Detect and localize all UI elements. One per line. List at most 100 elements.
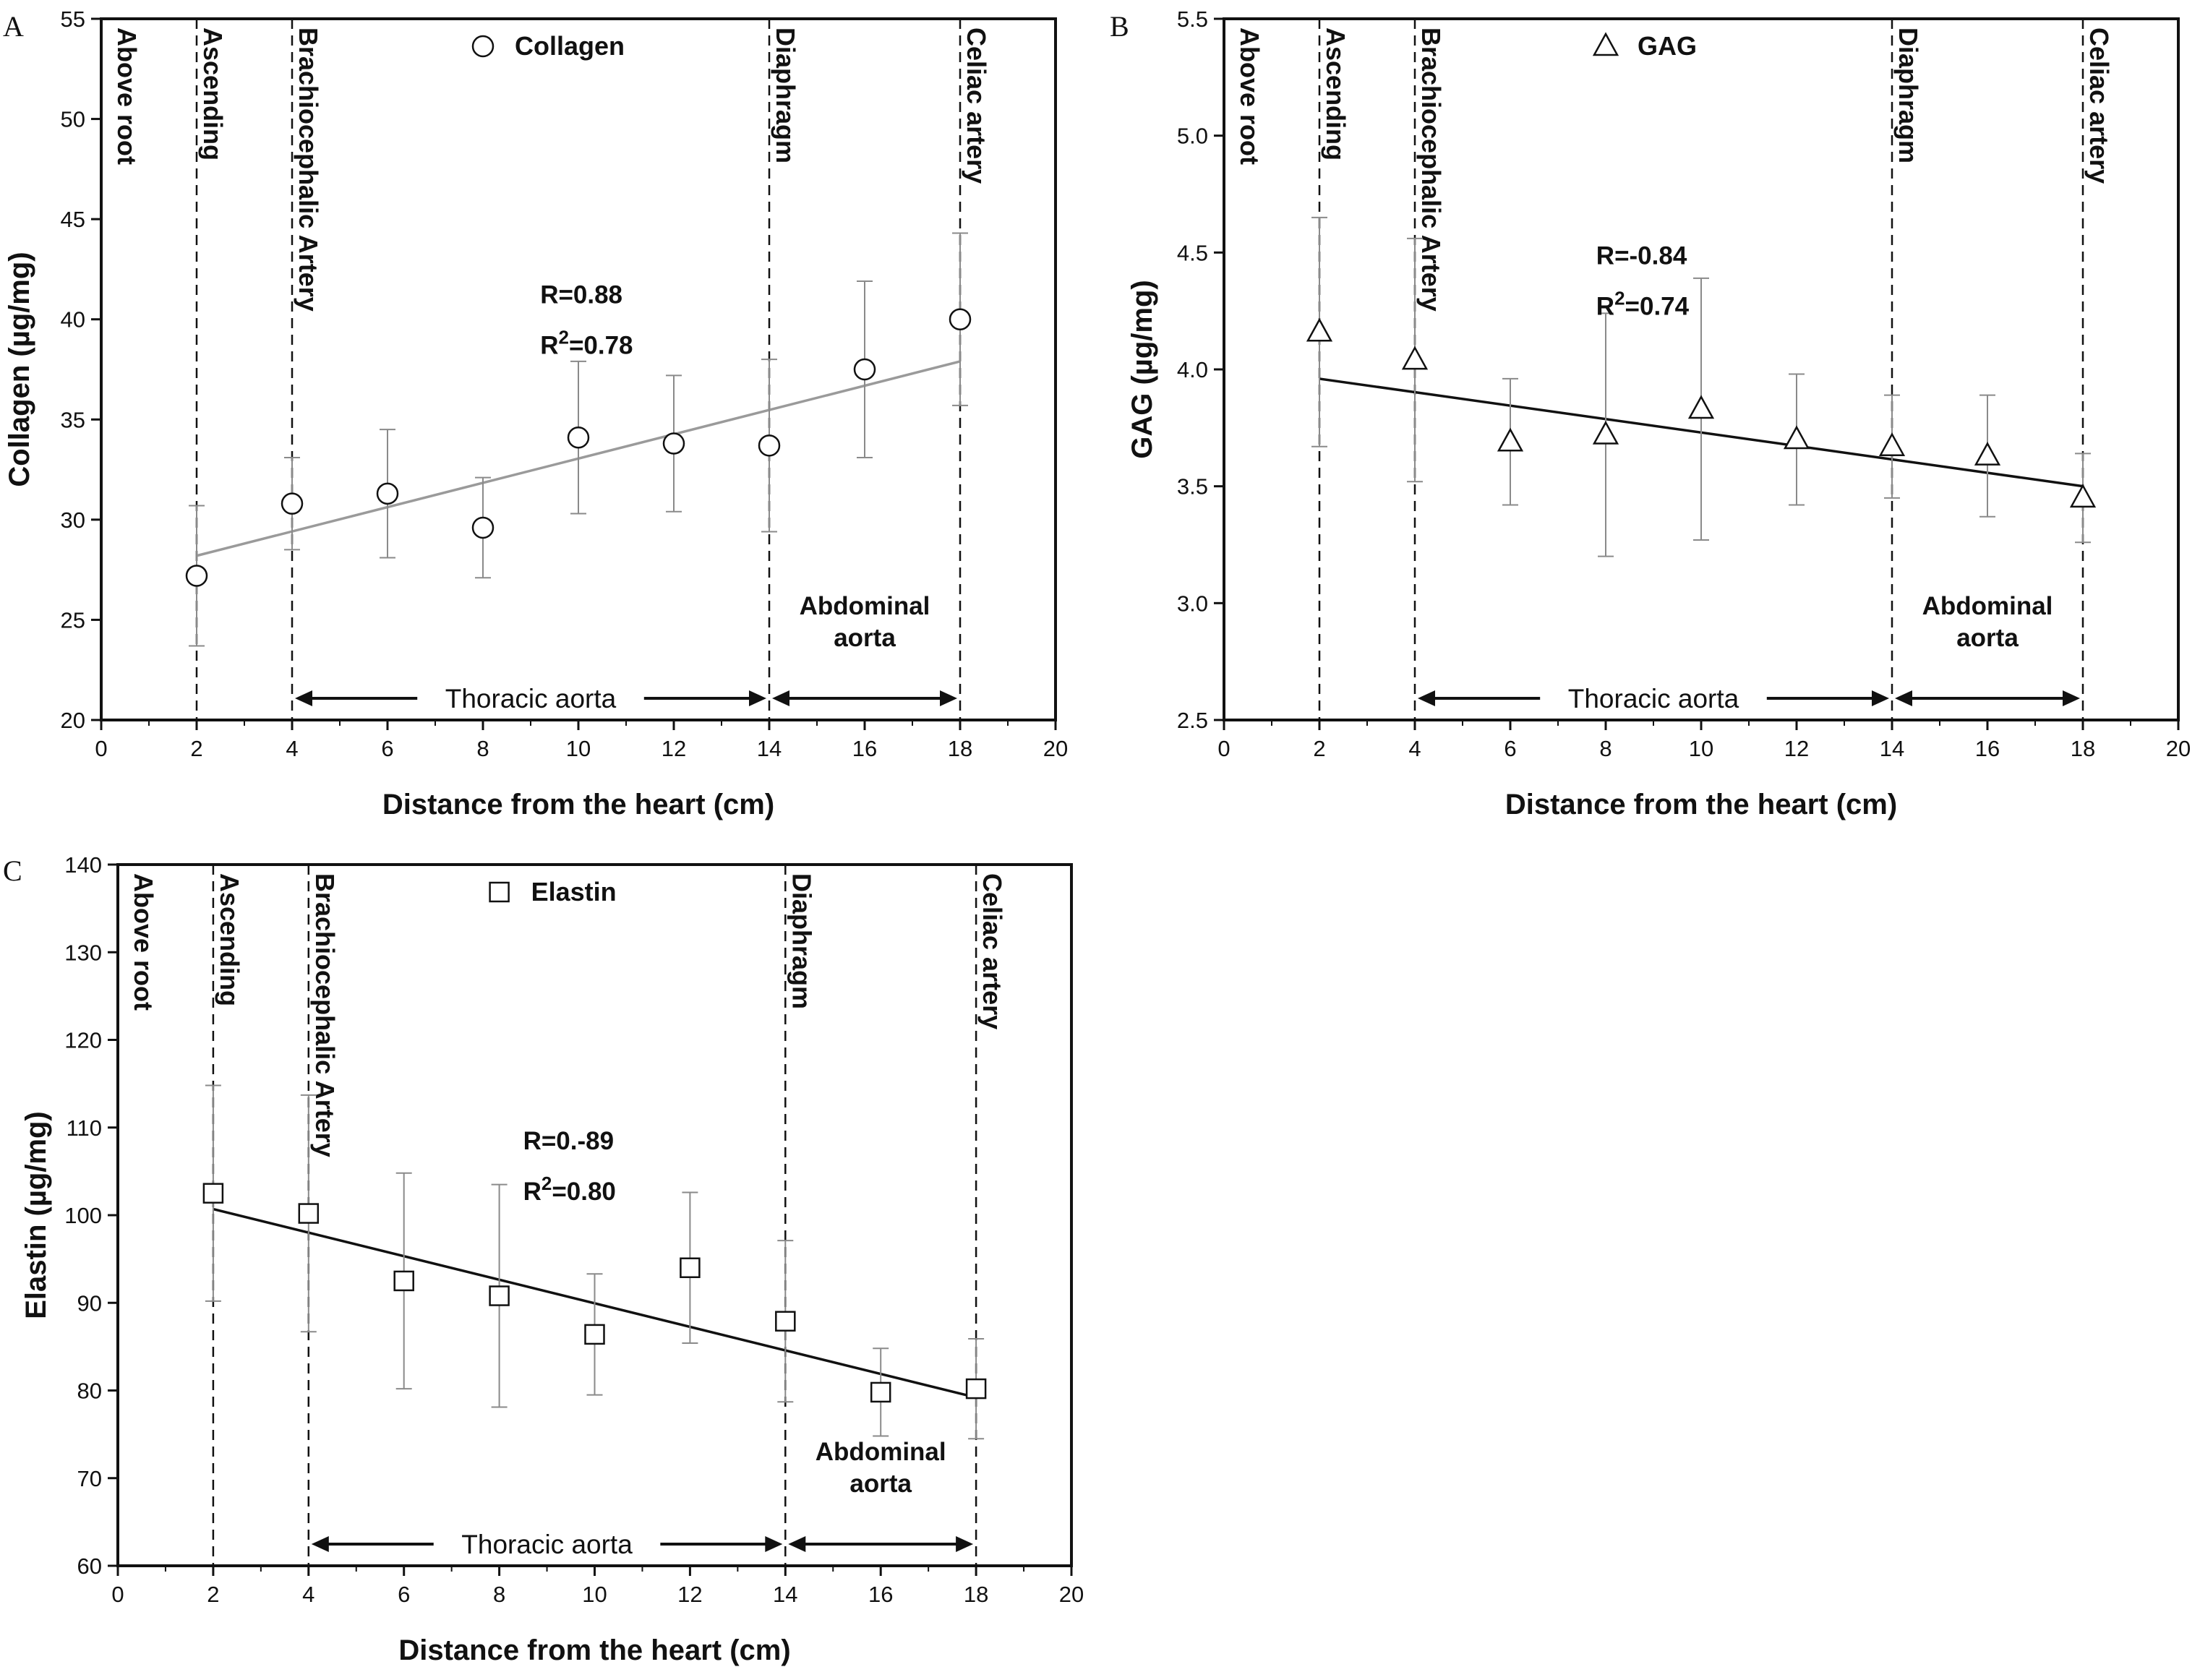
legend-label: Collagen (515, 31, 625, 61)
abdominal-aorta-label: aorta (1956, 624, 2019, 652)
stat-r: R=-0.84 (1596, 242, 1687, 270)
x-tick-label: 12 (662, 736, 686, 761)
arrow-head-left (788, 1536, 806, 1552)
data-point (1592, 420, 1619, 445)
x-tick-label: 16 (852, 736, 877, 761)
x-tick-label: 8 (476, 736, 489, 761)
panel-letter: B (1110, 10, 1129, 43)
y-tick-label: 40 (61, 307, 85, 333)
region-span-arrow: Thoracic aorta (1418, 684, 1889, 713)
region-label: Above root (129, 873, 158, 1011)
region-label: Diaphragm (771, 27, 800, 163)
region-label: Diaphragm (1893, 27, 1923, 163)
y-tick-label: 25 (61, 607, 85, 633)
span-label: Thoracic aorta (1568, 684, 1739, 713)
x-axis-title: Distance from the heart (cm) (1505, 789, 1897, 820)
x-tick-label: 6 (1504, 736, 1516, 761)
x-tick-label: 2 (1313, 736, 1325, 761)
stat-r-squared: R2=0.80 (523, 1173, 616, 1206)
x-tick-label: 14 (1880, 736, 1904, 761)
panel-a: A 0 2 4 6 8 10 12 14 16 18 20 20 25 30 35 40 45 50 55 Distan… (3, 7, 1068, 820)
data-point (758, 434, 781, 457)
arrow-head-right (956, 1536, 974, 1552)
data-point (1974, 442, 2001, 466)
y-tick-label: 120 (64, 1028, 102, 1053)
panel-letter: A (3, 10, 24, 43)
y-tick-label: 4.0 (1177, 357, 1208, 382)
x-tick-label: 14 (757, 736, 782, 761)
x-tick-label: 20 (1059, 1582, 1084, 1607)
y-tick-label: 2.5 (1177, 708, 1208, 733)
arrow-head-right (1872, 690, 1889, 706)
arrow-head-left (1418, 690, 1435, 706)
y-tick-label: 30 (61, 507, 85, 533)
region-label: Celiac artery (2084, 27, 2114, 184)
y-tick-label: 5.5 (1177, 7, 1208, 32)
y-tick-label: 80 (77, 1379, 102, 1404)
abdominal-aorta-label: Abdominal (800, 592, 930, 620)
arrow-head-right (940, 690, 957, 706)
data-point (298, 1203, 320, 1224)
x-axis-title: Distance from the heart (cm) (398, 1634, 790, 1666)
x-tick-label: 0 (1217, 736, 1230, 761)
stat-r-squared: R2=0.78 (540, 327, 633, 360)
region-span-arrow (1895, 690, 2080, 706)
x-tick-label: 12 (1784, 736, 1809, 761)
arrow-head-left (311, 1536, 329, 1552)
data-point (1401, 346, 1429, 370)
data-point (185, 565, 208, 587)
arrow-head-right (749, 690, 766, 706)
region-span-arrow: Thoracic aorta (311, 1530, 783, 1559)
y-tick-label: 50 (61, 107, 85, 132)
arrow-head-left (772, 690, 789, 706)
panel-c: C 0 2 4 6 8 10 12 14 16 18 20 60 70 80 90 100 110 120 130 14… (3, 852, 1084, 1666)
data-point (567, 426, 590, 449)
region-label: Brachiocephalic Artery (310, 873, 340, 1157)
x-tick-label: 4 (302, 1582, 314, 1607)
data-point (949, 308, 972, 330)
stat-r: R=0.-89 (523, 1127, 615, 1155)
x-axis-title: Distance from the heart (cm) (382, 789, 774, 820)
span-label: Thoracic aorta (445, 684, 617, 713)
data-point (2069, 484, 2097, 508)
stat-r-squared: R2=0.74 (1596, 288, 1690, 321)
region-label: Ascending (198, 27, 228, 160)
y-axis-title: Collagen (µg/mg) (4, 252, 35, 487)
y-tick-label: 130 (64, 940, 102, 965)
region-label: Celiac artery (962, 27, 991, 184)
x-tick-label: 18 (2071, 736, 2095, 761)
x-tick-label: 20 (1043, 736, 1068, 761)
y-tick-label: 55 (61, 7, 85, 32)
legend-marker (471, 35, 495, 58)
data-point (680, 1257, 701, 1278)
arrow-head-left (295, 690, 312, 706)
span-label: Thoracic aorta (461, 1530, 633, 1559)
data-point (1497, 427, 1524, 452)
data-point (853, 358, 876, 381)
y-tick-label: 140 (64, 852, 102, 878)
data-point (775, 1311, 796, 1332)
legend-marker (1592, 32, 1619, 56)
arrow-head-left (1895, 690, 1912, 706)
data-point (870, 1381, 891, 1403)
data-point (1878, 432, 1906, 456)
region-label: Diaphragm (787, 873, 816, 1009)
x-tick-label: 20 (2166, 736, 2191, 761)
legend-marker (489, 881, 510, 903)
data-point (376, 482, 399, 505)
y-tick-label: 5.0 (1177, 124, 1208, 149)
y-tick-label: 60 (77, 1553, 102, 1579)
x-tick-label: 18 (964, 1582, 988, 1607)
stat-r: R=0.88 (540, 281, 622, 309)
region-label: Celiac artery (977, 873, 1007, 1029)
abdominal-aorta-label: Abdominal (816, 1438, 946, 1466)
region-label: Above root (1235, 27, 1264, 165)
abdominal-aorta-label: aorta (849, 1470, 912, 1498)
x-tick-label: 16 (868, 1582, 893, 1607)
data-point (1783, 425, 1810, 450)
legend-label: Elastin (531, 877, 617, 907)
x-tick-label: 4 (286, 736, 298, 761)
x-tick-label: 6 (381, 736, 393, 761)
panel-b: B 0 2 4 6 8 10 12 14 16 18 20 2.5 3.0 3.5 4.0 4.5 5.0 5.5 D… (1110, 7, 2191, 820)
